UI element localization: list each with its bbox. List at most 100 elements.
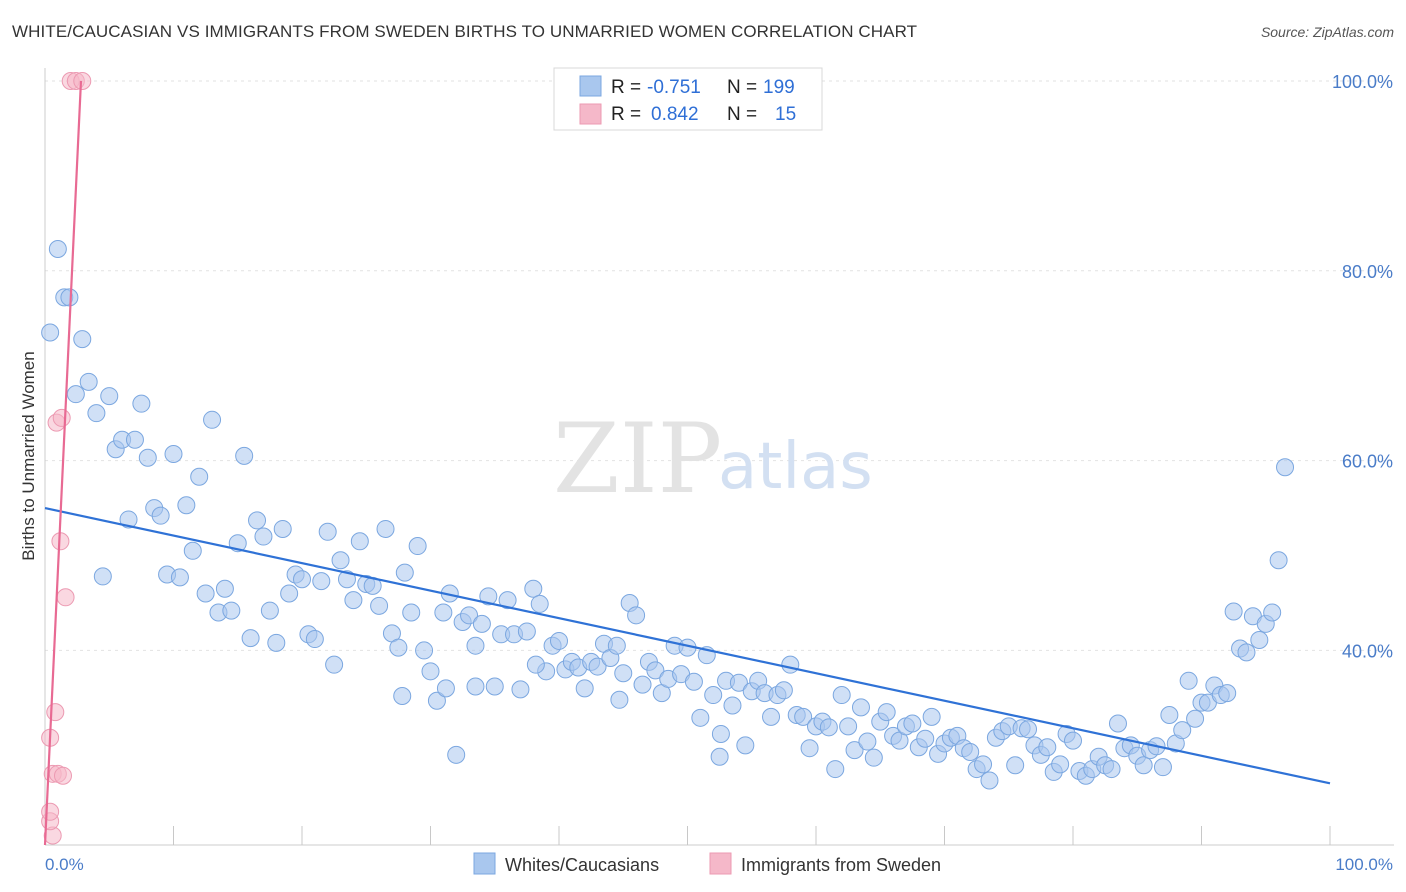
data-point xyxy=(1064,731,1082,750)
legend-n-value: 15 xyxy=(775,104,796,125)
data-point xyxy=(980,771,999,790)
data-point xyxy=(794,707,813,726)
data-point xyxy=(151,506,170,525)
y-axis-label: Births to Unmarried Women xyxy=(19,351,38,560)
data-point xyxy=(704,686,723,705)
data-point xyxy=(318,522,337,541)
legend: R = -0.751 N = 199 R = 0.842 N = 15 xyxy=(553,67,823,131)
data-point xyxy=(781,655,800,674)
data-point xyxy=(138,448,157,467)
data-point xyxy=(1019,720,1038,739)
watermark-zip: ZIP xyxy=(553,403,722,515)
data-point xyxy=(408,537,427,556)
data-point xyxy=(280,584,299,603)
legend-swatch-blue xyxy=(579,75,602,97)
data-point xyxy=(73,71,92,90)
legend-r-label: R = xyxy=(611,104,641,125)
trend-lines xyxy=(43,80,1331,846)
legend-swatch-pink xyxy=(579,103,602,125)
data-point xyxy=(550,631,568,650)
data-point xyxy=(1173,721,1192,740)
data-point xyxy=(877,703,896,722)
data-point xyxy=(498,591,517,610)
data-point xyxy=(132,394,151,413)
data-point xyxy=(119,510,138,529)
data-point xyxy=(472,614,491,633)
grid xyxy=(45,80,1394,651)
bottom-legend-swatch-blue xyxy=(473,852,496,875)
y-tick-label: 80.0% xyxy=(1342,262,1393,282)
data-point xyxy=(331,551,350,570)
data-point xyxy=(215,579,234,598)
legend-r-value: -0.751 xyxy=(647,77,701,98)
data-point xyxy=(485,677,504,696)
data-point xyxy=(691,708,710,727)
data-point xyxy=(196,584,215,603)
data-point xyxy=(395,563,414,582)
data-point xyxy=(614,664,633,683)
data-point xyxy=(466,636,485,655)
data-point xyxy=(819,718,838,737)
data-point xyxy=(376,519,395,538)
data-point xyxy=(260,601,279,620)
data-point xyxy=(100,387,119,406)
data-point xyxy=(344,591,363,610)
data-point xyxy=(164,444,183,463)
data-point xyxy=(530,594,549,613)
data-point xyxy=(125,430,144,449)
y-tick-label: 40.0% xyxy=(1342,641,1393,661)
data-point xyxy=(479,587,498,606)
legend-r-label: R = xyxy=(611,77,641,98)
data-point xyxy=(427,691,446,710)
data-point xyxy=(447,745,466,764)
data-point xyxy=(66,385,85,404)
data-point xyxy=(53,766,72,785)
data-point xyxy=(864,748,883,767)
data-point xyxy=(1276,458,1295,477)
data-point xyxy=(170,568,189,587)
data-point xyxy=(389,638,408,657)
chart-title: WHITE/CAUCASIAN VS IMMIGRANTS FROM SWEDE… xyxy=(12,22,918,41)
data-point xyxy=(845,741,864,760)
watermark-atlas: atlas xyxy=(718,430,873,504)
data-point xyxy=(1269,551,1288,570)
data-point xyxy=(800,739,819,758)
data-point xyxy=(762,707,781,726)
data-point xyxy=(1153,758,1172,777)
data-point xyxy=(93,567,112,586)
data-point xyxy=(370,596,389,615)
data-point xyxy=(1160,705,1179,724)
data-point xyxy=(305,630,324,649)
axes xyxy=(44,68,1394,846)
data-point xyxy=(325,655,344,674)
legend-r-value: 0.842 xyxy=(651,104,699,125)
data-point xyxy=(633,675,652,694)
data-point xyxy=(79,372,98,391)
data-point xyxy=(684,672,703,691)
data-point xyxy=(607,636,626,655)
data-point xyxy=(961,742,980,761)
data-point xyxy=(254,527,273,546)
data-point xyxy=(41,323,60,342)
data-point xyxy=(350,532,369,551)
x-tick-label: 0.0% xyxy=(45,855,84,874)
y-tick-labels: 40.0% 60.0% 80.0% 100.0% xyxy=(1332,72,1393,661)
data-point xyxy=(851,698,870,717)
data-point xyxy=(839,717,858,736)
data-point xyxy=(87,404,106,423)
data-point xyxy=(402,603,421,622)
data-point xyxy=(1134,756,1153,775)
data-point xyxy=(248,511,267,530)
data-point xyxy=(293,570,311,589)
series-whites-points xyxy=(41,239,1295,790)
data-point xyxy=(312,572,331,591)
data-point xyxy=(434,603,453,622)
watermark: ZIP atlas xyxy=(553,403,873,515)
source-label: Source: ZipAtlas.com xyxy=(1260,24,1394,40)
data-point xyxy=(241,629,260,648)
data-point xyxy=(1224,602,1243,621)
data-point xyxy=(46,703,65,722)
data-point xyxy=(832,686,851,705)
data-point xyxy=(1038,738,1057,757)
